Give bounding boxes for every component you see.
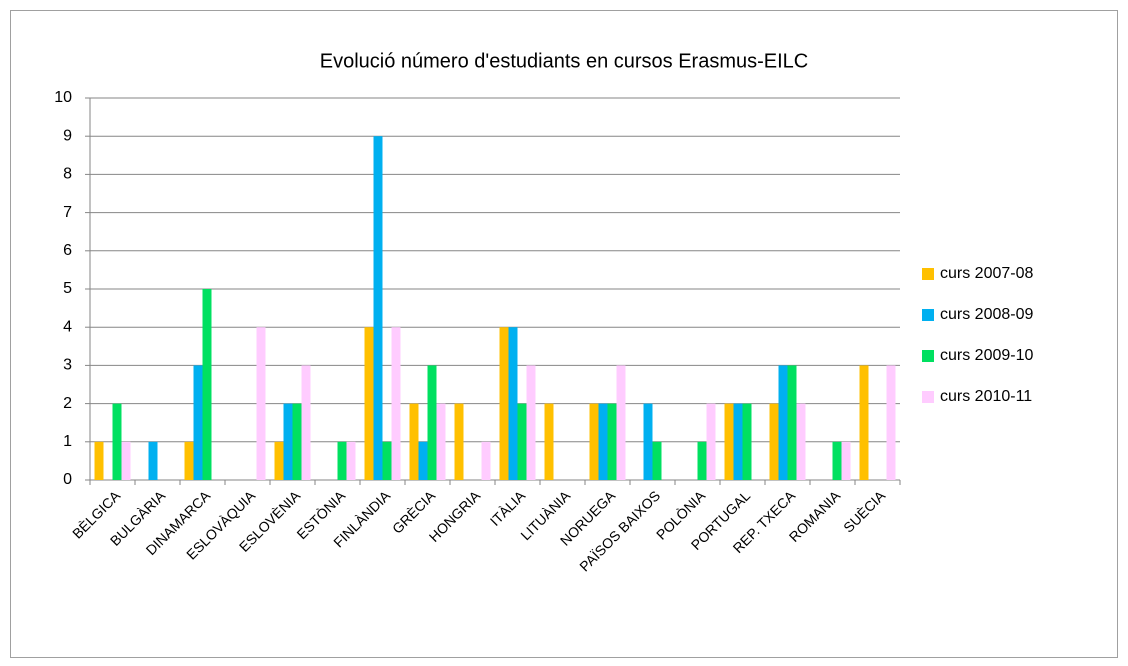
bar [121, 441, 131, 480]
bar [346, 441, 356, 480]
legend-label: curs 2009-10 [940, 347, 1033, 364]
bar [742, 403, 752, 480]
y-tick-label: 2 [63, 395, 72, 412]
bar [391, 327, 401, 480]
y-tick-label: 6 [63, 242, 72, 259]
bar [607, 403, 617, 480]
bar [364, 327, 374, 480]
bar [616, 365, 626, 480]
bar [652, 441, 662, 480]
bar [337, 441, 347, 480]
bar [373, 136, 383, 480]
bar [301, 365, 311, 480]
y-tick-label: 7 [63, 204, 72, 221]
bar [292, 403, 302, 480]
bar [382, 441, 392, 480]
chart-title: Evolució número d'estudiants en cursos E… [320, 50, 809, 72]
bar [787, 365, 797, 480]
bar [94, 441, 104, 480]
y-tick-label: 5 [63, 280, 72, 297]
bar [598, 403, 608, 480]
bar [832, 441, 842, 480]
chart-frame [10, 10, 1118, 658]
bar [418, 441, 428, 480]
bar [409, 403, 419, 480]
legend-label: curs 2008-09 [940, 306, 1033, 323]
bar [427, 365, 437, 480]
bar [499, 327, 509, 480]
bar [184, 441, 194, 480]
bar [778, 365, 788, 480]
bar [256, 327, 266, 480]
bar [193, 365, 203, 480]
bar [202, 289, 212, 480]
bar [841, 441, 851, 480]
bar [436, 403, 446, 480]
bar [508, 327, 518, 480]
bar [481, 441, 491, 480]
bar [733, 403, 743, 480]
legend-swatch [922, 350, 934, 362]
legend-swatch [922, 391, 934, 403]
y-tick-label: 4 [63, 318, 72, 335]
bar [769, 403, 779, 480]
legend-swatch [922, 309, 934, 321]
bar [724, 403, 734, 480]
bar [544, 403, 554, 480]
y-tick-label: 10 [54, 89, 72, 106]
y-tick-label: 3 [63, 357, 72, 374]
bar [697, 441, 707, 480]
bar [589, 403, 599, 480]
bar [517, 403, 527, 480]
bar [706, 403, 716, 480]
bar [796, 403, 806, 480]
bar [526, 365, 536, 480]
bar [274, 441, 284, 480]
legend-label: curs 2007-08 [940, 265, 1033, 282]
bar [112, 403, 122, 480]
bar [283, 403, 293, 480]
legend-swatch [922, 268, 934, 280]
bar [148, 441, 158, 480]
bar [886, 365, 896, 480]
y-tick-label: 1 [63, 433, 72, 450]
bar [643, 403, 653, 480]
bar [454, 403, 464, 480]
y-tick-label: 0 [63, 471, 72, 488]
bar [859, 365, 869, 480]
y-tick-label: 9 [63, 127, 72, 144]
legend-label: curs 2010-11 [940, 388, 1032, 405]
y-tick-label: 8 [63, 166, 72, 183]
